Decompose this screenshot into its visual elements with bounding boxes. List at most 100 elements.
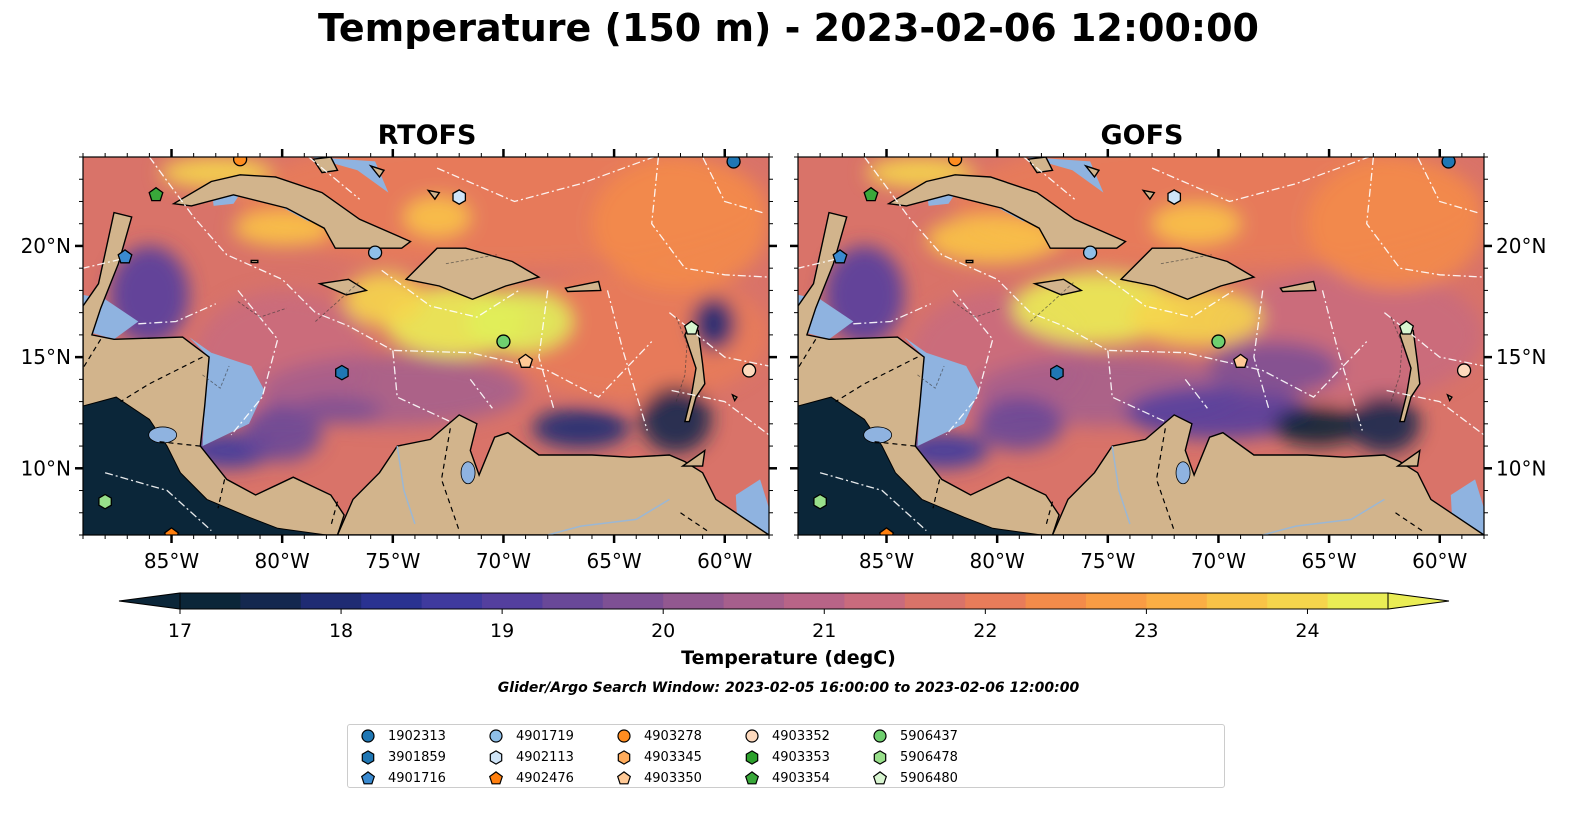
legend-item: 3901859: [360, 747, 446, 767]
legend-label: 4902113: [516, 749, 574, 765]
colorbar-label: Temperature (degC): [681, 647, 896, 669]
legend-marker-hexagon: [617, 750, 631, 765]
legend-label: 4903353: [772, 749, 830, 765]
legend-label: 4903278: [644, 728, 702, 744]
y-tick-label: 10°N: [1496, 456, 1546, 480]
float-marker-4903350: [518, 353, 534, 368]
rtofs-axes: 85°W 80°W 75°W 70°W 65°W 60°W 20°N 15°N 10°N: [21, 149, 777, 573]
float-marker-1902313: [1441, 157, 1456, 169]
float-marker-5906480: [1398, 320, 1415, 335]
colorbar-bin: [240, 593, 302, 609]
colorbar-bin: [1025, 593, 1087, 609]
y-tick-label: 15°N: [1496, 345, 1546, 369]
float-legend: 1902313 3901859 4901716 4901719 4902113 49024…: [347, 724, 1225, 788]
legend-item: 4901716: [360, 768, 446, 788]
float-marker-4901716: [117, 249, 133, 264]
legend-marker-circle: [361, 729, 375, 743]
legend-item: 4903350: [616, 768, 702, 788]
legend-item: 4903278: [616, 726, 702, 746]
colorbar-bin: [1327, 593, 1389, 609]
float-marker-4903352: [741, 363, 757, 378]
colorbar-bin: [361, 593, 423, 609]
colorbar-bin: [542, 593, 604, 609]
colorbar-tick-label: 20: [651, 620, 675, 642]
colorbar: 17 18 19 20 21 22 23 24: [118, 592, 1450, 642]
legend-label: 5906437: [900, 728, 958, 744]
legend-label: 4902476: [516, 770, 574, 786]
legend-label: 4903350: [644, 770, 702, 786]
legend-label: 5906478: [900, 749, 958, 765]
colorbar-bin: [723, 593, 785, 609]
colorbar-bin: [180, 593, 241, 609]
float-marker-1902313: [726, 157, 741, 169]
figure-title: Temperature (150 m) - 2023-02-06 12:00:0…: [317, 6, 1259, 50]
colorbar-tick-label: 18: [329, 620, 353, 642]
colorbar-bin: [784, 593, 845, 609]
y-tick-label: 20°N: [21, 234, 71, 258]
colorbar-bin: [965, 593, 1027, 609]
legend-marker-pentagon: [744, 771, 760, 785]
x-tick-label: 60°W: [1412, 549, 1467, 573]
float-marker-4903278: [947, 157, 963, 167]
gofs-axes: 85°W 80°W 75°W 70°W 65°W 60°W 20°N 15°N 10°N: [790, 149, 1546, 573]
colorbar-tick-label: 22: [973, 620, 997, 642]
legend-marker-circle: [873, 729, 887, 743]
legend-marker-hexagon: [361, 750, 375, 765]
legend-marker-hexagon: [745, 750, 759, 765]
legend-item: 4903345: [616, 747, 702, 767]
y-tick-label: 20°N: [1496, 234, 1546, 258]
legend-marker-circle: [745, 729, 759, 743]
legend-item: 4903352: [744, 726, 830, 746]
legend-item: 1902313: [360, 726, 446, 746]
float-marker-4902476: [878, 527, 895, 535]
legend-marker-hexagon: [873, 750, 887, 765]
panel-title-gofs: GOFS: [1100, 120, 1184, 151]
colorbar-bin: [1086, 593, 1147, 609]
legend-marker-pentagon: [360, 771, 376, 785]
colorbar-bin: [1206, 593, 1268, 609]
search-window-text: Glider/Argo Search Window: 2023-02-05 16…: [497, 680, 1080, 696]
float-marker-5906480: [683, 320, 700, 335]
legend-marker-circle: [617, 729, 631, 743]
legend-marker-pentagon: [616, 771, 632, 785]
legend-marker-pentagon: [488, 771, 504, 785]
legend-marker-circle: [489, 729, 503, 743]
colorbar-bin: [602, 593, 664, 609]
float-marker-4901719: [367, 245, 383, 260]
colorbar-tick-label: 23: [1134, 620, 1158, 642]
y-tick-label: 15°N: [21, 345, 71, 369]
legend-marker-pentagon: [872, 771, 888, 785]
legend-item: 5906437: [872, 726, 958, 746]
legend-item: 5906480: [872, 768, 958, 788]
colorbar-bin: [300, 593, 362, 609]
colorbar-bin: [421, 593, 483, 609]
legend-item: 5906478: [872, 747, 958, 767]
legend-item: 4903353: [744, 747, 830, 767]
float-marker-4903350: [1233, 353, 1249, 368]
float-marker-4901716: [832, 249, 848, 264]
legend-marker-hexagon: [489, 750, 503, 765]
legend-label: 3901859: [388, 749, 446, 765]
float-marker-3901859: [335, 364, 349, 381]
colorbar-extend-max: [1387, 592, 1450, 610]
colorbar-tick-label: 21: [812, 620, 836, 642]
legend-item: 4901719: [488, 726, 574, 746]
x-tick-label: 65°W: [1301, 549, 1356, 573]
x-tick-label: 75°W: [365, 549, 420, 573]
float-marker-4903278: [232, 157, 248, 167]
x-tick-label: 75°W: [1080, 549, 1135, 573]
float-marker-4903352: [1456, 363, 1472, 378]
legend-label: 4903354: [772, 770, 830, 786]
x-tick-label: 65°W: [586, 549, 641, 573]
x-tick-label: 80°W: [970, 549, 1025, 573]
colorbar-tick-label: 19: [490, 620, 514, 642]
legend-label: 4903345: [644, 749, 702, 765]
legend-label: 1902313: [388, 728, 446, 744]
float-marker-5906437: [496, 334, 511, 349]
legend-label: 4901716: [388, 770, 446, 786]
gofs-map: [798, 157, 1484, 535]
colorbar-extend-min: [118, 592, 181, 610]
float-marker-4902113: [1167, 189, 1182, 205]
float-marker-3901859: [1050, 364, 1064, 381]
